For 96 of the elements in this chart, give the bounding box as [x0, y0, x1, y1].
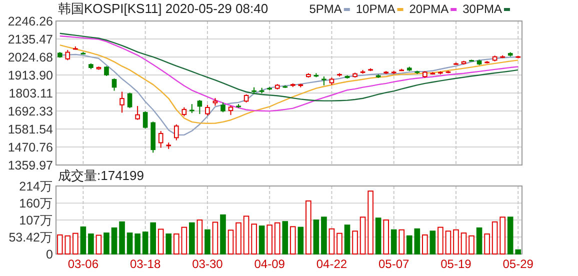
- bar: [258, 226, 265, 254]
- bar: [104, 232, 110, 254]
- chart-title: 成交量:174199: [58, 168, 144, 183]
- bar: [306, 200, 312, 254]
- x-tick-label: 03-06: [68, 257, 99, 271]
- bar: [158, 228, 164, 254]
- bar: [290, 226, 296, 254]
- candlestick: [104, 66, 109, 76]
- bar: [189, 222, 195, 254]
- x-tick-label: 05-07: [378, 257, 410, 271]
- y-tick-label: 53.42万: [8, 230, 53, 245]
- y-tick-label: 0: [46, 248, 54, 262]
- bar: [328, 228, 335, 254]
- bar: [111, 227, 118, 254]
- bar: [274, 222, 280, 254]
- y-tick-label: 2135.47: [8, 32, 54, 46]
- bar: [398, 229, 405, 254]
- bar: [243, 216, 250, 254]
- y-tick-label: 1470.76: [8, 140, 54, 154]
- bar: [344, 224, 350, 254]
- candlestick: [197, 100, 202, 114]
- legend-label: 5PMA: [309, 2, 342, 16]
- line-series: [59, 35, 519, 112]
- bar: [298, 226, 304, 254]
- x-tick-label: 04-09: [254, 257, 286, 271]
- bar: [375, 218, 382, 254]
- candlestick: [142, 110, 148, 129]
- bar: [266, 224, 272, 254]
- y-tick-label: 1581.54: [8, 122, 54, 136]
- candlestick: [205, 104, 210, 116]
- bar: [360, 216, 366, 254]
- bar: [282, 221, 288, 254]
- bar: [166, 233, 172, 254]
- bar: [150, 222, 156, 254]
- bar: [460, 232, 467, 254]
- y-tick-label: 160万: [19, 196, 53, 211]
- bar: [383, 220, 389, 254]
- y-tick-label: 2246.26: [8, 14, 54, 28]
- y-tick-label: 1692.33: [8, 104, 54, 118]
- y-tick-label: 107万: [19, 214, 53, 228]
- candlestick: [228, 105, 234, 116]
- candlestick: [220, 102, 226, 113]
- bar: [126, 232, 133, 254]
- candlestick: [158, 130, 164, 148]
- bar: [251, 224, 257, 254]
- legend-label: 10PMA: [356, 2, 396, 16]
- y-tick-label: 2024.68: [8, 50, 54, 64]
- bar: [88, 233, 94, 254]
- candlestick: [174, 124, 179, 141]
- x-tick-label: 03-30: [192, 257, 224, 271]
- legend-label: 30PMA: [462, 2, 502, 16]
- bar: [430, 230, 436, 254]
- bar: [72, 232, 78, 254]
- bar: [352, 230, 358, 254]
- legend-label: 20PMA: [409, 2, 449, 16]
- bar: [500, 216, 506, 254]
- line-series: [59, 32, 519, 102]
- y-tick-label: 1913.90: [8, 68, 54, 82]
- bar: [445, 230, 452, 254]
- bar: [321, 216, 327, 254]
- y-tick-label: 1359.97: [8, 158, 54, 172]
- bar: [196, 220, 203, 254]
- candlestick: [65, 49, 70, 61]
- bar: [80, 226, 86, 254]
- y-tick-label: 214万: [19, 180, 53, 194]
- bar: [236, 222, 242, 254]
- bar: [228, 230, 234, 254]
- bar: [453, 229, 459, 254]
- bar: [220, 214, 226, 254]
- bar: [492, 221, 498, 254]
- bar: [422, 234, 428, 254]
- bar: [468, 235, 474, 254]
- bar: [476, 227, 482, 254]
- bar: [368, 190, 374, 254]
- x-tick-label: 03-18: [130, 257, 161, 271]
- bar: [204, 229, 210, 254]
- x-tick-label: 05-19: [440, 257, 472, 271]
- bar: [484, 233, 490, 254]
- bar: [96, 234, 102, 254]
- bar: [390, 229, 397, 254]
- bar: [134, 233, 140, 254]
- bar: [438, 226, 444, 254]
- bar: [119, 221, 125, 254]
- bar: [212, 222, 218, 254]
- chart-title: 韩国KOSPI[KS11] 2020-05-29 08:40: [58, 1, 268, 16]
- line-series: [59, 44, 519, 124]
- candlestick: [135, 106, 140, 120]
- candlestick: [120, 91, 124, 114]
- candlestick: [127, 92, 132, 109]
- bar: [142, 232, 148, 254]
- candlestick: [112, 78, 117, 92]
- x-tick-label: 04-22: [316, 257, 348, 271]
- bar: [336, 232, 342, 254]
- bar: [313, 220, 320, 254]
- x-tick-label: 05-29: [502, 257, 534, 271]
- y-tick-label: 1803.11: [8, 86, 54, 100]
